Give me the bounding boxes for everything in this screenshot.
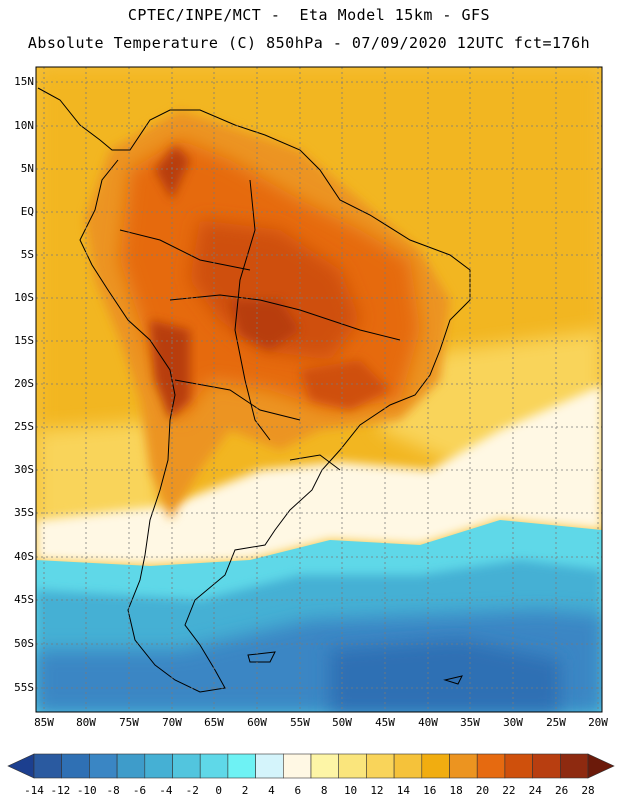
lon-tick-label: 80W — [76, 716, 96, 729]
lon-tick-label: 50W — [332, 716, 352, 729]
colorbar-tick-label: 14 — [396, 784, 410, 797]
colorbar-swatch — [310, 753, 340, 779]
lon-tick-label: 30W — [503, 716, 523, 729]
lat-tick-label: 45S — [14, 593, 34, 606]
colorbar-tick-label: -6 — [132, 784, 147, 797]
lat-tick-label: 35S — [14, 506, 34, 519]
colorbar-tick-label: 24 — [528, 784, 542, 797]
colorbar-tick-label: -4 — [159, 784, 173, 797]
colorbar-swatch — [587, 753, 615, 779]
colorbar-swatch — [172, 753, 201, 779]
colorbar-swatch — [338, 753, 367, 779]
colorbar-tick-label: 22 — [502, 784, 516, 797]
graticule — [36, 67, 602, 712]
colorbar-swatch — [89, 753, 118, 779]
colorbar-tick-label: 18 — [449, 784, 463, 797]
colorbar-tick-label: -14 — [24, 784, 44, 797]
colorbar-swatch — [199, 753, 229, 779]
lon-tick-label: 85W — [34, 716, 54, 729]
colorbar-swatch — [33, 753, 63, 779]
lon-tick-label: 40W — [418, 716, 438, 729]
colorbar-swatch — [476, 753, 506, 779]
colorbar-tick-label: 4 — [268, 784, 275, 797]
colorbar-swatch — [532, 753, 561, 779]
colorbar-tick-label: 20 — [475, 784, 490, 797]
temperature-field — [36, 67, 602, 712]
colorbar-tick-label: -2 — [185, 784, 199, 797]
lat-tick-label: 15N — [14, 75, 34, 88]
lat-tick-label: 55S — [14, 681, 34, 694]
lat-tick-label: 30S — [14, 463, 34, 476]
colorbar-tick-label: 2 — [241, 784, 249, 797]
colorbar-tick-label: 26 — [554, 784, 569, 797]
colorbar-swatch — [282, 753, 312, 779]
colorbar-swatch — [61, 753, 90, 779]
colorbar-swatch — [227, 753, 256, 779]
lat-tick-label: 10N — [14, 119, 34, 132]
lat-tick-label: EQ — [20, 205, 34, 218]
map-subtitle: Absolute Temperature (C) 850hPa - 07/09/… — [27, 34, 591, 52]
colorbar-swatch — [116, 753, 146, 779]
lat-tick-label: 20S — [14, 377, 34, 390]
colorbar-swatch — [449, 753, 478, 779]
colorbar-tick-label: 10 — [343, 784, 358, 797]
colorbar-tick-label: 12 — [370, 784, 384, 797]
colorbar-swatch — [421, 753, 450, 779]
coastlines — [37, 87, 471, 693]
colorbar-swatch — [366, 753, 395, 779]
lat-tick-label: 15S — [14, 334, 34, 347]
lat-tick-label: 40S — [14, 550, 34, 563]
lat-tick-label: 5N — [20, 162, 34, 175]
colorbar-swatch — [504, 753, 533, 779]
lon-tick-label: 20W — [588, 716, 608, 729]
colorbar-tick-label: 16 — [423, 784, 437, 797]
lat-tick-label: 25S — [14, 420, 34, 433]
lon-tick-label: 55W — [290, 716, 310, 729]
colorbar-swatch — [144, 753, 173, 779]
lon-tick-label: 45W — [375, 716, 395, 729]
map-frame — [35, 66, 603, 713]
colorbar — [7, 753, 615, 779]
lon-tick-label: 25W — [546, 716, 566, 729]
colorbar-swatch — [393, 753, 423, 779]
colorbar-tick-label: -8 — [106, 784, 120, 797]
map-title: CPTEC/INPE/MCT - Eta Model 15km - GFS — [127, 6, 491, 24]
colorbar-tick-label: 6 — [294, 784, 302, 797]
lat-tick-label: 10S — [14, 291, 34, 304]
colorbar-tick-label: 0 — [215, 784, 222, 797]
lon-tick-label: 65W — [204, 716, 224, 729]
lon-tick-label: 75W — [119, 716, 139, 729]
colorbar-tick-label: -10 — [76, 784, 97, 797]
colorbar-swatch — [255, 753, 284, 779]
lon-tick-label: 35W — [460, 716, 480, 729]
lat-tick-label: 50S — [14, 637, 34, 650]
lon-tick-label: 70W — [162, 716, 182, 729]
colorbar-swatch — [7, 753, 35, 779]
colorbar-tick-label: 8 — [320, 784, 328, 797]
colorbar-swatch — [559, 753, 589, 779]
lat-tick-label: 5S — [20, 248, 34, 261]
colorbar-tick-label: 28 — [581, 784, 595, 797]
lon-tick-label: 60W — [247, 716, 267, 729]
colorbar-tick-label: -12 — [50, 784, 71, 797]
